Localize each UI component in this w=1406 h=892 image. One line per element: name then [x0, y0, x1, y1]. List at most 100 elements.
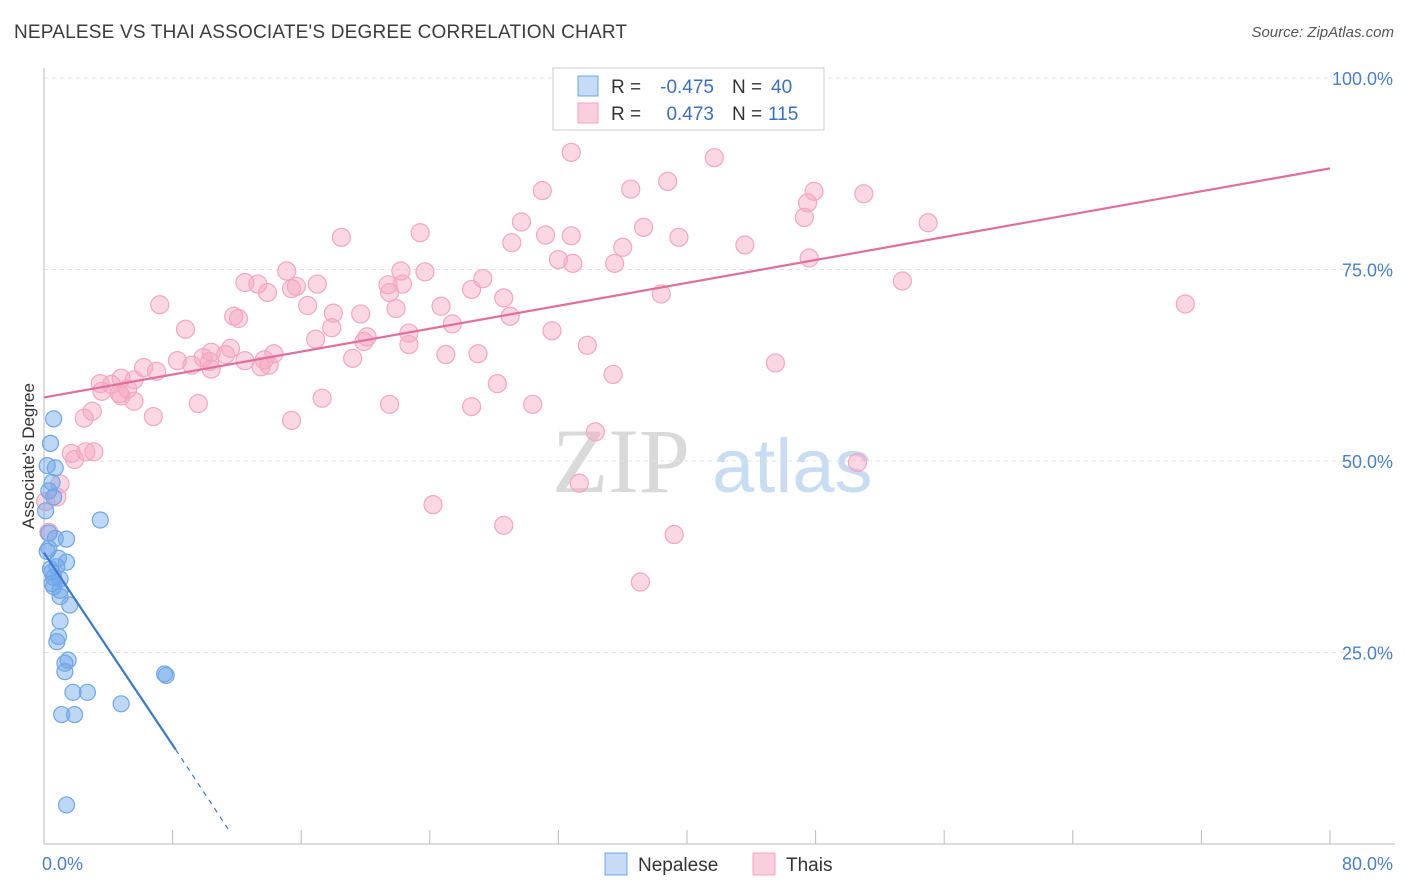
thais-point	[351, 304, 371, 324]
thais-point	[621, 179, 641, 199]
watermark-atlas: atlas	[712, 424, 873, 509]
thais-point	[74, 408, 94, 428]
nepalese-point	[51, 612, 69, 630]
nepalese-point	[65, 705, 84, 724]
thais-point	[124, 391, 144, 411]
thais-series	[36, 142, 1195, 592]
thais-point	[188, 393, 208, 414]
thais-point	[76, 442, 96, 462]
thais-point	[61, 443, 81, 463]
thais-point	[487, 374, 507, 394]
thais-point	[111, 386, 131, 406]
thais-point	[494, 515, 514, 535]
thais-point	[257, 282, 278, 303]
nepalese-point	[91, 511, 109, 529]
thais-point	[585, 422, 605, 442]
thais-point	[82, 401, 102, 421]
nepalese-point	[57, 796, 76, 814]
thais-point	[461, 279, 482, 300]
x-tick-label-max: 80.0%	[1342, 854, 1393, 874]
y-tick-labels: 25.0% 50.0% 75.0% 100.0%	[1332, 69, 1393, 664]
legend-n-value-nepalese: 40	[771, 77, 792, 98]
thais-point	[532, 181, 552, 201]
thais-point	[561, 142, 581, 162]
nepalese-point	[57, 553, 76, 571]
y-axis-label: Associate's Degree	[19, 383, 38, 529]
thais-point	[216, 344, 236, 365]
nepalese-point	[157, 666, 175, 685]
legend-r-label-nepalese: R =	[611, 77, 641, 98]
thais-point	[36, 491, 56, 512]
thais-point	[175, 319, 196, 339]
thais-point	[605, 253, 625, 273]
thais-point	[633, 217, 654, 237]
thais-point	[630, 572, 650, 592]
correlation-legend: R = -0.475 N = 40 R = 0.473 N = 115	[552, 67, 825, 131]
x-ticks	[43, 830, 1331, 844]
thais-point	[410, 223, 430, 243]
legend-n-label-nepalese: N =	[732, 77, 762, 98]
thai-trend-line	[43, 167, 1331, 399]
thais-point	[281, 279, 302, 299]
thais-point	[322, 318, 342, 338]
thais-point	[669, 227, 689, 247]
bottom-legend-swatch-nepalese	[604, 852, 628, 876]
nepalese-point	[43, 574, 61, 593]
bottom-legend-label-thai: Thais	[786, 855, 832, 876]
thais-point	[569, 473, 589, 493]
chart-title: NEPALESE VS THAI ASSOCIATE'S DEGREE CORR…	[14, 22, 628, 43]
thais-point	[799, 248, 819, 268]
legend-n-value-thai: 115	[768, 104, 798, 125]
thais-point	[494, 288, 514, 308]
thais-point	[306, 329, 326, 349]
thais-point	[331, 227, 351, 247]
x-tick-label-min: 0.0%	[42, 854, 83, 874]
thais-point	[511, 212, 532, 232]
nepalese-point	[112, 695, 130, 713]
thais-point	[548, 249, 569, 270]
thais-point	[577, 335, 597, 355]
thais-point	[704, 148, 724, 168]
nepalese-trend-extension	[175, 749, 231, 833]
thais-point	[277, 261, 297, 281]
thais-point	[343, 348, 363, 368]
nepalese-point	[38, 456, 56, 475]
nepalese-point	[64, 683, 82, 701]
thais-point	[84, 442, 104, 462]
thais-point	[423, 495, 443, 515]
nepalese-point	[40, 524, 58, 542]
thais-point	[918, 213, 938, 233]
thais-point	[415, 262, 435, 282]
bottom-legend-swatch-thai	[752, 852, 776, 876]
trend-lines	[43, 167, 1331, 833]
thais-point	[281, 410, 302, 431]
legend-r-value-thai: 0.473	[666, 104, 714, 125]
y-tick-label: 75.0%	[1342, 261, 1393, 281]
thais-point	[651, 284, 671, 304]
thais-point	[436, 344, 456, 365]
thais-point	[794, 207, 814, 228]
thais-point	[386, 298, 406, 319]
nepalese-point	[48, 633, 66, 651]
legend-swatch-nepalese	[577, 75, 599, 97]
thais-point	[502, 233, 522, 253]
nepalese-series	[37, 410, 175, 814]
thais-point	[523, 394, 543, 414]
thais-point	[535, 225, 556, 245]
thais-point	[150, 295, 170, 315]
nepalese-point	[49, 549, 68, 567]
thais-point	[658, 171, 678, 192]
nepalese-point	[45, 410, 63, 428]
legend-r-label-thai: R =	[611, 104, 641, 125]
thais-point	[603, 364, 623, 385]
nepalese-point	[41, 434, 60, 452]
legend-r-value-nepalese: -0.475	[660, 77, 714, 98]
legend-n-label-thai: N =	[732, 104, 762, 125]
thais-point	[167, 351, 188, 371]
thais-point	[323, 303, 343, 323]
nepalese-point	[57, 530, 76, 548]
thais-point	[228, 308, 249, 329]
nepalese-point	[53, 705, 71, 724]
thais-point	[892, 271, 913, 291]
